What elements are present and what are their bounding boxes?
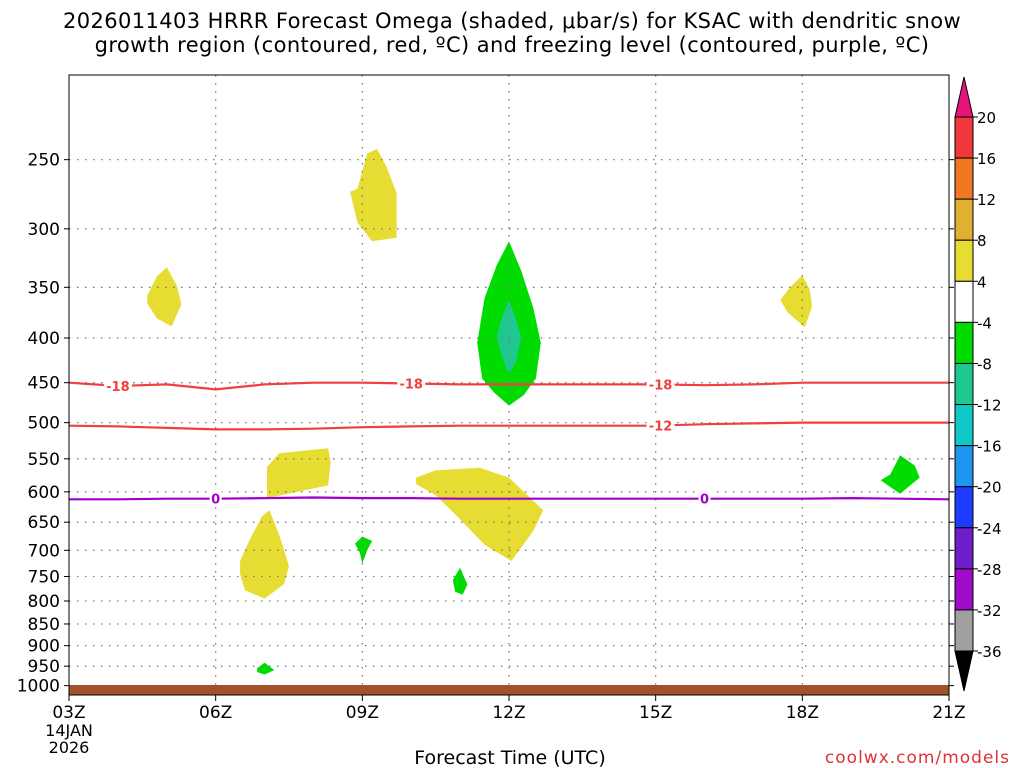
contour-line--18: [68, 381, 949, 391]
contour-label: 0: [700, 493, 709, 508]
contour-label-bg: [103, 378, 132, 395]
colorbar-label: 12: [977, 191, 996, 209]
omega-region-yellow: [416, 467, 544, 561]
colorbar-label: 20: [977, 109, 996, 127]
colorbar-bin: [954, 198, 974, 241]
x-tick-label: 06Z: [199, 703, 232, 723]
y-tick-label: 400: [28, 329, 60, 349]
omega-region-green: [452, 567, 468, 595]
contour-label-bg: [209, 490, 222, 507]
colorbar: 20 16 12 8 4 -4 -8 -12 -16 -20 -24 -28 -32 -36: [954, 76, 1002, 692]
colorbar-label: -12: [977, 397, 1002, 415]
contour-label-bg: [646, 376, 675, 393]
x-tick-label: 18Z: [786, 703, 819, 723]
contour-label: -12: [649, 420, 673, 435]
colorbar-bin: [954, 568, 974, 611]
contour-line--12: [68, 421, 949, 431]
y-tick-label: 750: [28, 567, 60, 587]
colorbar-arrow-bottom: [954, 650, 974, 692]
colorbar-label: -16: [977, 438, 1002, 456]
y-axis: 2503003504004505005506006507007508008509…: [17, 151, 954, 697]
omega-region-yellow: [350, 148, 397, 242]
colorbar-bin: [954, 445, 974, 488]
y-tick-label: 900: [28, 637, 60, 657]
contour-label-bg: [698, 490, 711, 507]
y-tick-label: 350: [28, 278, 60, 298]
colorbar-label: -28: [977, 561, 1002, 579]
y-tick-label: 250: [28, 151, 60, 171]
colorbar-bin: [954, 362, 974, 406]
x-axis-label: Forecast Time (UTC): [414, 747, 605, 768]
colorbar-label: -24: [977, 520, 1002, 538]
colorbar-bin: [954, 157, 974, 200]
omega-region-yellow: [267, 448, 331, 499]
colorbar-bin: [954, 527, 974, 570]
y-tick-label: 600: [28, 483, 60, 503]
start-date-day: 14JAN: [45, 721, 93, 740]
gridlines: [69, 75, 949, 687]
colorbar-arrow-top: [954, 76, 974, 118]
colorbar-bin: [954, 116, 974, 159]
y-tick-label: 950: [28, 657, 60, 677]
y-tick-label: 300: [28, 220, 60, 240]
omega-region-yellow: [780, 275, 813, 328]
contour-label: -18: [399, 378, 423, 393]
colorbar-label: 16: [977, 150, 996, 168]
y-tick-label: 1000: [17, 677, 60, 697]
y-tick-label: 450: [28, 374, 60, 394]
y-tick-label: 650: [28, 513, 60, 533]
x-tick-label: 15Z: [639, 703, 672, 723]
contour-label-bg: [397, 375, 426, 392]
omega-region-teal: [496, 300, 522, 375]
colorbar-label: -32: [977, 602, 1002, 620]
contour-label: -18: [106, 380, 130, 395]
contour-line-0: [69, 496, 950, 501]
x-tick-label: 21Z: [932, 703, 965, 723]
x-tick-label: 03Z: [52, 703, 85, 723]
temperature-contours: -18 -18 -18 -12 0 0: [68, 375, 950, 508]
colorbar-label: -8: [977, 355, 992, 373]
y-tick-label: 500: [28, 414, 60, 434]
contour-label: 0: [211, 493, 220, 508]
colorbar-bin: [954, 609, 974, 652]
omega-region-green: [355, 536, 373, 564]
colorbar-label: 4: [977, 273, 987, 291]
omega-region-yellow: [240, 510, 289, 599]
colorbar-label: -20: [977, 479, 1002, 497]
colorbar-bin: [954, 239, 974, 282]
x-tick-label: 09Z: [346, 703, 379, 723]
colorbar-bin: [954, 280, 974, 323]
colorbar-label: -4: [977, 314, 992, 332]
x-tick-label: 12Z: [492, 703, 525, 723]
colorbar-bin: [954, 486, 974, 529]
y-tick-label: 800: [28, 592, 60, 612]
chart-title-line-2: growth region (contoured, red, ºC) and f…: [94, 33, 930, 57]
chart-title-line-1: 2026011403 HRRR Forecast Omega (shaded, …: [62, 9, 962, 33]
colorbar-label: 8: [977, 232, 987, 250]
omega-region-green: [880, 455, 920, 494]
ground-surface: [69, 685, 949, 695]
credit-text: coolwx.com/models: [824, 748, 1010, 768]
start-date-year: 2026: [49, 738, 90, 757]
y-tick-label: 700: [28, 541, 60, 561]
contour-label-bg: [646, 417, 675, 434]
colorbar-bin: [954, 321, 974, 364]
y-tick-label: 550: [28, 450, 60, 470]
colorbar-bin: [954, 404, 974, 447]
omega-region-yellow: [147, 267, 182, 327]
y-tick-label: 850: [28, 615, 60, 635]
contour-label: -18: [649, 378, 673, 393]
colorbar-label: -36: [977, 643, 1002, 661]
